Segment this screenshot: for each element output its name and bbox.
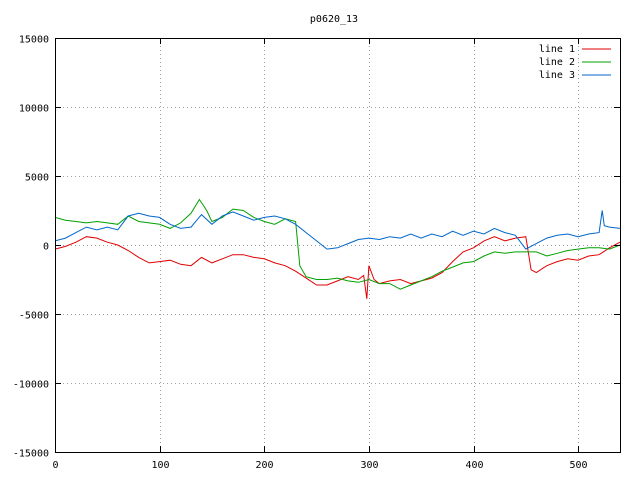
- grid: [55, 38, 620, 452]
- x-tick-label: 100: [151, 460, 169, 471]
- legend-label: line 2: [539, 57, 575, 68]
- series-line-1: [54, 236, 621, 299]
- x-tick-label: 400: [465, 460, 483, 471]
- y-tick-label: 5000: [25, 173, 49, 184]
- plot-lines: [54, 198, 621, 299]
- x-tick-label: 300: [360, 460, 378, 471]
- y-tick-label: 10000: [19, 104, 49, 115]
- x-tick-label: 500: [569, 460, 587, 471]
- series-line-2: [54, 198, 621, 290]
- y-tick-label: -5000: [19, 311, 49, 322]
- axis-ticks: 0 100 200 300 400 500 -15000 -10000 -5000 0 5000 10…: [13, 35, 620, 471]
- chart-title: p0620_13: [310, 14, 358, 25]
- y-tick-label: -10000: [13, 380, 49, 391]
- legend-label: line 1: [539, 44, 575, 55]
- series-line-3: [54, 210, 621, 250]
- x-tick-label: 0: [52, 460, 58, 471]
- x-tick-label: 200: [255, 460, 273, 471]
- y-tick-label: -15000: [13, 449, 49, 460]
- y-tick-label: 15000: [19, 35, 49, 46]
- y-tick-label: 0: [43, 242, 49, 253]
- legend: line 1 line 2 line 3: [539, 44, 611, 81]
- legend-label: line 3: [539, 70, 575, 81]
